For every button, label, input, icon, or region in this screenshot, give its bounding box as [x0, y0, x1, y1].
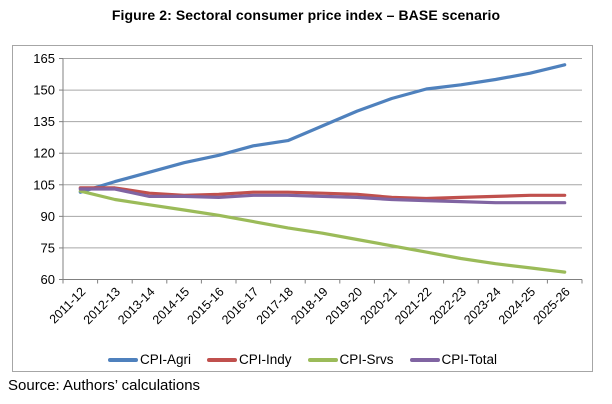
x-tick-label: 2020-21 [357, 285, 399, 327]
y-tick-label: 165 [33, 51, 55, 66]
x-tick-label: 2016-17 [219, 285, 261, 327]
series-line-cpi-agri [78, 63, 567, 194]
legend: CPI-Agri CPI-Indy CPI-Srvs CPI-Total [13, 352, 592, 367]
y-tick-label: 135 [33, 114, 55, 129]
chart-title: Figure 2: Sectoral consumer price index … [111, 7, 501, 23]
x-tick-label: 2021-22 [392, 285, 434, 327]
x-tick-label: 2012-13 [81, 285, 123, 327]
legend-item-cpi-indy: CPI-Indy [206, 352, 292, 367]
legend-line-icon [107, 357, 138, 362]
y-tick-label: 90 [41, 209, 55, 224]
source-note: Source: Authors’ calculations [8, 377, 201, 394]
x-tick-label: 2017-18 [254, 285, 296, 327]
x-tick-label: 2019-20 [323, 285, 365, 327]
x-tick-label: 2023-24 [461, 285, 503, 327]
legend-line-icon [409, 357, 440, 362]
legend-item-cpi-agri: CPI-Agri [107, 352, 191, 367]
series-line-cpi-srvs [78, 189, 567, 274]
y-tick-label: 120 [33, 146, 55, 161]
legend-label: CPI-Total [441, 352, 498, 367]
y-tick-label: 150 [33, 83, 55, 98]
y-tick-label: 75 [41, 240, 55, 255]
y-tick-label: 105 [33, 177, 55, 192]
legend-item-cpi-total: CPI-Total [409, 352, 498, 367]
x-tick-label: 2011-12 [47, 285, 89, 327]
x-tick-label: 2022-23 [427, 285, 469, 327]
series-line-cpi-indy [78, 186, 567, 201]
x-tick-label: 2024-25 [496, 285, 538, 327]
x-tick-label: 2013-14 [115, 285, 157, 327]
y-tick-label: 60 [41, 272, 55, 287]
legend-label: CPI-Indy [238, 352, 292, 367]
x-tick-label: 2014-15 [150, 285, 192, 327]
series-line-cpi-total [78, 187, 567, 205]
x-tick-label: 2025-26 [530, 285, 572, 327]
x-tick-label: 2015-16 [184, 285, 226, 327]
legend-item-cpi-srvs: CPI-Srvs [307, 352, 394, 367]
legend-line-icon [307, 357, 338, 362]
x-tick-label: 2018-19 [288, 285, 330, 327]
legend-label: CPI-Agri [139, 352, 191, 367]
legend-line-icon [206, 357, 237, 362]
legend-label: CPI-Srvs [339, 352, 394, 367]
plot-area: 60 75 90 105 120 135 150 165 2011-122012-132013-… [33, 51, 583, 327]
chart-frame: 60 75 90 105 120 135 150 165 2011-12 2012-13 2013-… [12, 45, 593, 372]
